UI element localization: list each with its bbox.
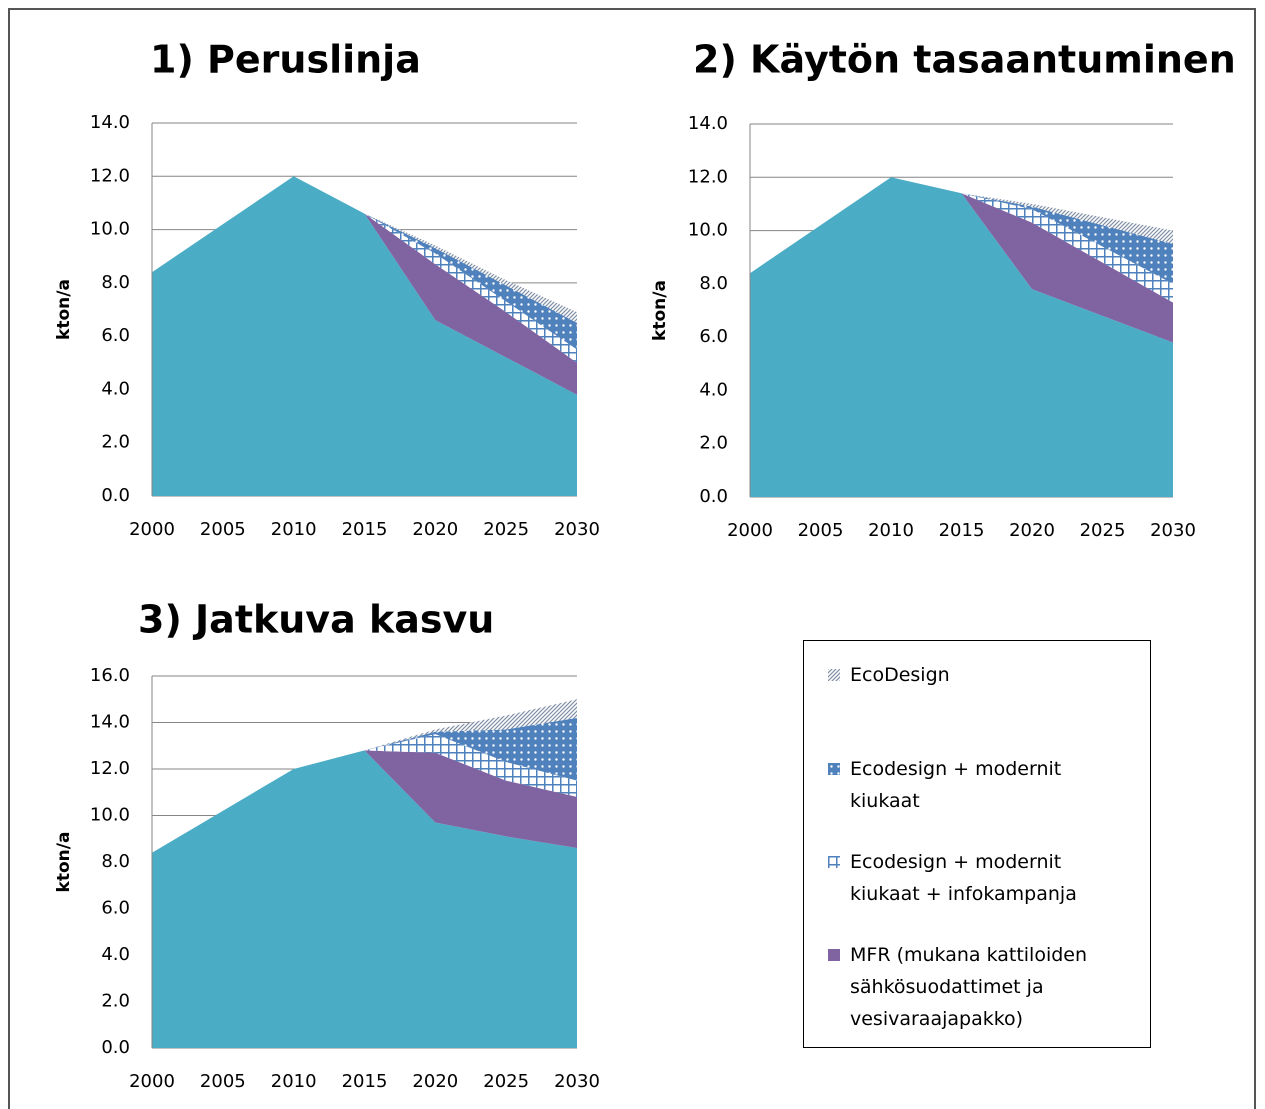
x-tick-label: 2030 — [554, 519, 600, 540]
y-tick-label: 14.0 — [688, 113, 728, 134]
x-tick-label: 2030 — [1150, 520, 1196, 541]
area — [152, 750, 577, 853]
legend-label: Ecodesign + modernit kiukaat — [850, 758, 1062, 812]
x-tick-label: 2015 — [342, 519, 388, 540]
y-tick-label: 10.0 — [688, 220, 728, 241]
swatch — [828, 763, 840, 775]
area — [152, 734, 577, 853]
chart-title: 3) Jatkuva kasvu — [138, 598, 494, 642]
y-tick-label: 4.0 — [699, 379, 728, 400]
chart-title: 2) Käytön tasaantuminen — [693, 38, 1236, 82]
y-tick-label: 0.0 — [101, 485, 130, 506]
x-tick-label: 2000 — [129, 519, 175, 540]
legend-entry: MFR (mukana kattiloiden sähkösuodattimet… — [828, 939, 1128, 1035]
x-tick-label: 2020 — [412, 1071, 458, 1092]
y-tick-label: 0.0 — [699, 486, 728, 507]
y-tick-label: 4.0 — [101, 944, 130, 965]
legend-entry: EcoDesign — [828, 659, 1128, 691]
x-tick-label: 2005 — [798, 520, 844, 541]
chart-title: 1) Peruslinja — [150, 38, 421, 82]
area — [750, 177, 1173, 343]
y-tick-label: 2.0 — [101, 432, 130, 453]
swatch — [828, 856, 840, 868]
y-axis-label: kton/a — [650, 280, 670, 341]
legend-label: MFR (mukana kattiloiden sähkösuodattimet… — [850, 944, 1088, 1030]
area — [152, 699, 577, 853]
y-axis-label: kton/a — [54, 832, 74, 893]
x-tick-label: 2005 — [200, 519, 246, 540]
x-tick-label: 2030 — [554, 1071, 600, 1092]
legend-label: EcoDesign — [850, 664, 950, 686]
legend-entry: Ecodesign + modernit kiukaat + infokampa… — [828, 846, 1128, 910]
x-tick-label: 2025 — [1080, 520, 1126, 541]
area — [750, 177, 1173, 303]
legend: EcoDesign Ecodesign + modernit kiukaat Eco… — [803, 640, 1151, 1048]
legend-swatch — [828, 763, 840, 775]
y-tick-label: 8.0 — [101, 851, 130, 872]
y-tick-label: 16.0 — [90, 665, 130, 686]
y-tick-label: 6.0 — [101, 325, 130, 346]
y-tick-label: 8.0 — [101, 272, 130, 293]
y-tick-label: 6.0 — [699, 326, 728, 347]
x-tick-label: 2010 — [271, 1071, 317, 1092]
x-tick-label: 2000 — [129, 1071, 175, 1092]
frame — [8, 8, 1256, 1109]
legend-swatch — [828, 949, 840, 961]
y-tick-label: 12.0 — [90, 758, 130, 779]
legend-entry: Ecodesign + modernit kiukaat — [828, 753, 1128, 817]
y-tick-label: 0.0 — [101, 1037, 130, 1058]
y-axis-label: kton/a — [54, 279, 74, 340]
x-tick-label: 2015 — [342, 1071, 388, 1092]
y-tick-label: 4.0 — [101, 378, 130, 399]
legend-swatch — [828, 856, 840, 868]
y-tick-label: 12.0 — [90, 165, 130, 186]
x-tick-label: 2000 — [727, 520, 773, 541]
x-tick-label: 2025 — [483, 519, 529, 540]
area — [152, 750, 577, 1048]
area — [750, 177, 1173, 284]
y-tick-label: 12.0 — [688, 166, 728, 187]
x-tick-label: 2020 — [1009, 520, 1055, 541]
y-tick-label: 14.0 — [90, 712, 130, 733]
x-tick-label: 2020 — [412, 519, 458, 540]
area — [750, 177, 1173, 498]
x-tick-label: 2010 — [868, 520, 914, 541]
x-tick-label: 2015 — [939, 520, 985, 541]
y-tick-label: 10.0 — [90, 805, 130, 826]
x-tick-label: 2005 — [200, 1071, 246, 1092]
y-tick-label: 8.0 — [699, 273, 728, 294]
x-tick-label: 2025 — [483, 1071, 529, 1092]
y-tick-label: 14.0 — [90, 112, 130, 133]
legend-swatch — [828, 669, 840, 681]
swatch — [828, 949, 840, 961]
area — [152, 176, 577, 497]
y-tick-label: 2.0 — [699, 433, 728, 454]
area — [152, 717, 577, 853]
y-tick-label: 6.0 — [101, 898, 130, 919]
y-tick-label: 2.0 — [101, 991, 130, 1012]
x-tick-label: 2010 — [271, 519, 317, 540]
legend-label: Ecodesign + modernit kiukaat + infokampa… — [850, 851, 1077, 905]
y-tick-label: 10.0 — [90, 219, 130, 240]
swatch — [828, 669, 840, 681]
